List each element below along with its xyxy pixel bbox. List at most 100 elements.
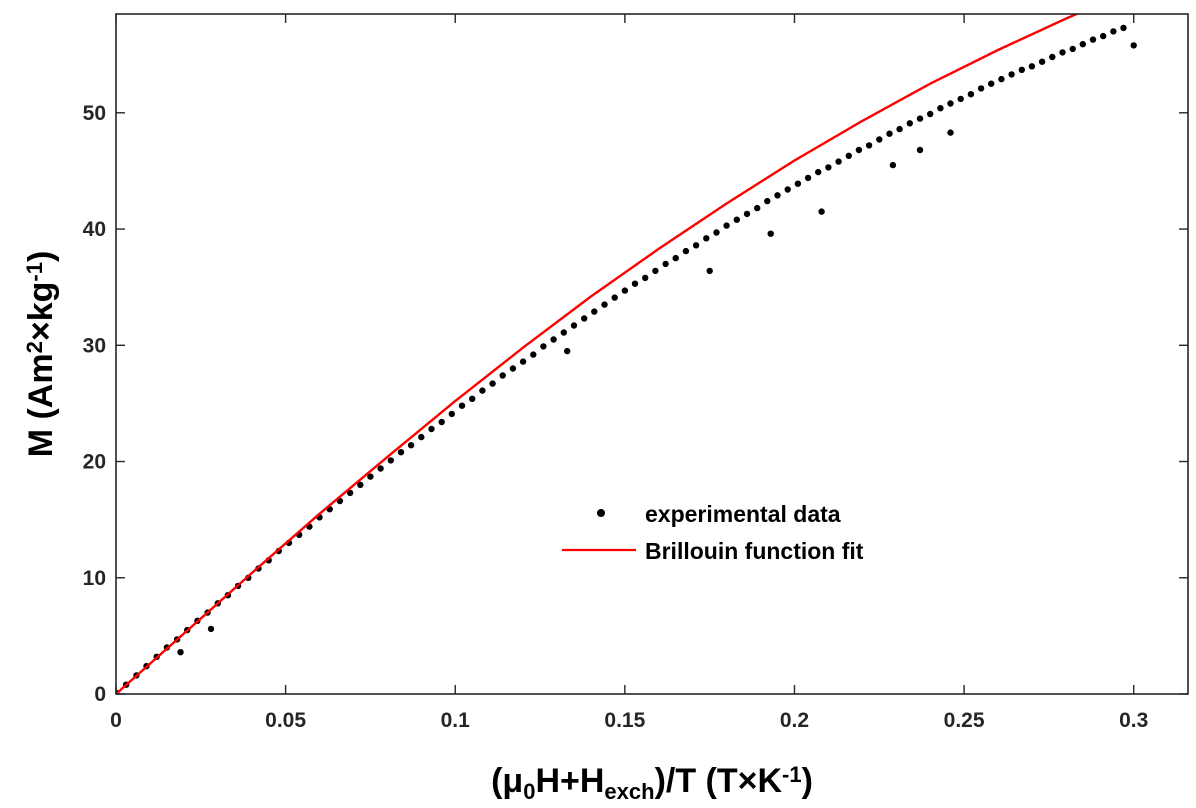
data-point bbox=[438, 418, 445, 426]
data-point bbox=[591, 308, 598, 315]
y-axis-title: M (Am2×kg-1) bbox=[22, 251, 60, 458]
data-point bbox=[428, 425, 435, 433]
data-point bbox=[519, 358, 527, 365]
data-point bbox=[794, 180, 802, 187]
data-point bbox=[916, 115, 924, 122]
data-point bbox=[957, 95, 964, 103]
data-point bbox=[713, 229, 720, 236]
data-point bbox=[469, 395, 476, 402]
data-point bbox=[876, 136, 883, 143]
data-point bbox=[977, 85, 985, 92]
data-point bbox=[703, 235, 710, 242]
data-point bbox=[367, 473, 374, 480]
x-tick-label: 0.1 bbox=[441, 709, 471, 732]
data-point bbox=[927, 110, 934, 118]
legend-label-experimental: experimental data bbox=[645, 501, 841, 527]
y-tick-label: 20 bbox=[83, 451, 106, 474]
data-point bbox=[825, 164, 832, 171]
data-point bbox=[346, 489, 354, 497]
data-point bbox=[855, 146, 863, 154]
legend: experimental data Brillouin function fit bbox=[562, 501, 864, 564]
data-point bbox=[387, 457, 394, 464]
data-point bbox=[967, 91, 975, 98]
data-point bbox=[889, 161, 897, 169]
data-point bbox=[207, 625, 215, 633]
data-point bbox=[804, 174, 812, 182]
data-point bbox=[1059, 49, 1066, 56]
data-point bbox=[550, 336, 557, 343]
data-point bbox=[886, 130, 893, 137]
data-point bbox=[865, 142, 873, 149]
data-point bbox=[489, 380, 496, 387]
data-point bbox=[723, 222, 730, 229]
x-tick-label: 0.25 bbox=[944, 709, 985, 732]
data-point bbox=[998, 75, 1005, 83]
data-point bbox=[540, 343, 547, 350]
y-tick-label: 30 bbox=[83, 334, 106, 357]
data-point bbox=[509, 365, 517, 372]
data-point bbox=[815, 168, 822, 176]
data-point bbox=[377, 465, 384, 472]
data-point bbox=[1130, 42, 1137, 49]
data-point bbox=[177, 649, 184, 656]
data-point bbox=[672, 254, 679, 262]
data-point bbox=[692, 242, 700, 249]
data-point bbox=[560, 329, 567, 336]
data-point bbox=[1028, 63, 1036, 70]
plot-area bbox=[116, 14, 1137, 694]
data-point bbox=[682, 247, 690, 255]
x-tick-label: 0.3 bbox=[1119, 709, 1148, 732]
data-point bbox=[601, 301, 608, 308]
x-tick-label: 0 bbox=[110, 709, 122, 732]
data-point bbox=[764, 197, 771, 205]
data-point bbox=[652, 267, 659, 275]
data-point bbox=[1008, 71, 1015, 78]
data-point bbox=[1120, 24, 1127, 32]
data-point bbox=[988, 80, 995, 87]
data-marks bbox=[116, 14, 1137, 694]
data-point bbox=[835, 158, 842, 165]
data-point bbox=[896, 125, 903, 133]
data-point bbox=[1079, 41, 1087, 48]
data-point bbox=[818, 208, 825, 215]
y-tick-label: 10 bbox=[83, 567, 106, 590]
x-tick-label: 0.05 bbox=[265, 709, 306, 732]
data-point bbox=[774, 192, 781, 199]
data-point bbox=[499, 372, 506, 379]
data-point bbox=[479, 387, 486, 394]
data-point bbox=[418, 433, 425, 441]
data-point bbox=[631, 280, 639, 287]
y-tick-label: 40 bbox=[83, 218, 106, 241]
data-point bbox=[906, 120, 913, 127]
data-point bbox=[1110, 28, 1117, 35]
data-point bbox=[581, 315, 588, 322]
x-axis-title: (μ0H+Hexch)/T (T×K-1) bbox=[491, 762, 813, 804]
data-point bbox=[1069, 45, 1076, 53]
data-point bbox=[937, 105, 944, 112]
data-point bbox=[947, 100, 954, 107]
data-point bbox=[642, 274, 649, 282]
data-point bbox=[947, 129, 954, 136]
axes-frame bbox=[115, 13, 1189, 695]
x-tick-label: 0.15 bbox=[604, 709, 645, 732]
data-point bbox=[458, 402, 466, 409]
data-point bbox=[570, 322, 578, 329]
data-point bbox=[1049, 53, 1056, 61]
data-point bbox=[1018, 66, 1025, 74]
data-point bbox=[1038, 58, 1046, 65]
data-point bbox=[611, 294, 618, 301]
data-point bbox=[397, 449, 405, 456]
data-point bbox=[662, 260, 669, 268]
data-point bbox=[916, 146, 924, 154]
x-tick-label: 0.2 bbox=[780, 709, 809, 732]
data-point bbox=[621, 287, 629, 294]
data-point bbox=[448, 410, 455, 418]
y-tick-label: 0 bbox=[94, 683, 106, 706]
data-point bbox=[733, 216, 740, 223]
data-point bbox=[784, 186, 791, 193]
y-tick-label: 50 bbox=[83, 102, 106, 125]
data-point bbox=[767, 230, 774, 237]
data-point bbox=[1100, 32, 1107, 40]
